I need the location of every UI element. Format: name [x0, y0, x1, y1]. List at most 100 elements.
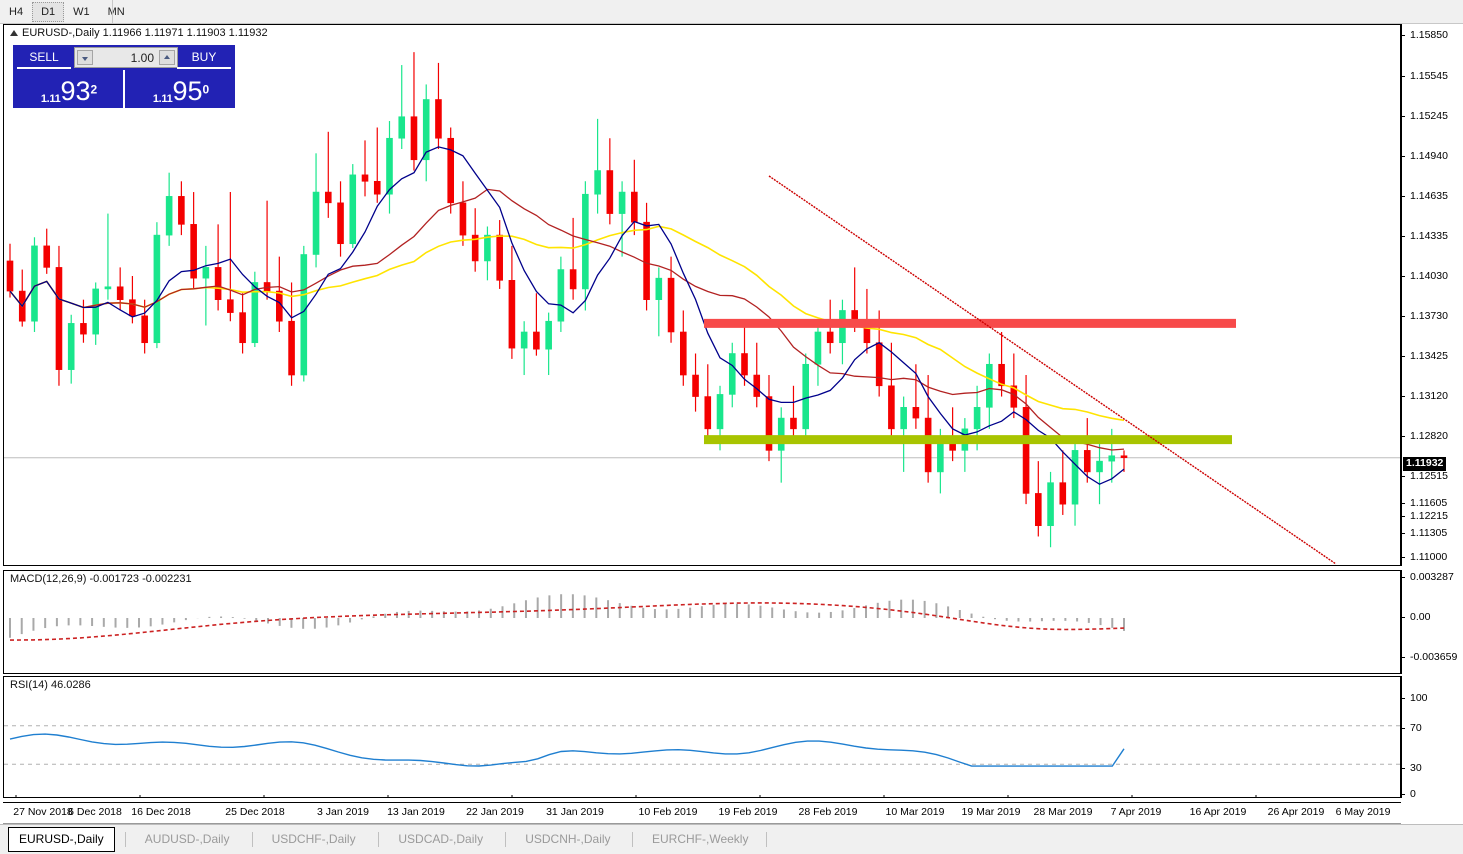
date-axis-label: 26 Apr 2019 — [1267, 806, 1325, 818]
price-scale-tick — [1401, 557, 1405, 558]
date-axis-label: 13 Jan 2019 — [387, 806, 445, 818]
chart-tab-eurchf[interactable]: EURCHF-,Weekly — [652, 832, 749, 846]
tab-separator — [766, 832, 768, 847]
symbol-period-label: EURUSD-,Daily 1.11966 1.11971 1.11903 1.… — [10, 27, 268, 40]
tab-separator — [632, 832, 633, 847]
macd-scale-label: -0.003659 — [1410, 651, 1458, 663]
price-scale-tick — [1401, 396, 1405, 397]
rsi-scale-tick — [1401, 698, 1405, 699]
timeframe-mn[interactable]: MN — [107, 5, 125, 18]
date-axis-label: 28 Feb 2019 — [798, 806, 858, 818]
sell-price-prefix: 1.11 — [40, 93, 61, 105]
price-scale-label: 1.12820 — [1410, 430, 1448, 442]
date-axis-label: 10 Mar 2019 — [885, 806, 945, 818]
price-scale-tick — [1401, 533, 1405, 534]
macd-plot — [9, 594, 1125, 641]
price-scale-tick — [1401, 516, 1405, 517]
date-axis[interactable]: 27 Nov 2018 6 Dec 2018 16 Dec 2018 25 Dec 2… — [3, 802, 1401, 826]
date-axis-label: 6 Dec 2018 — [68, 806, 122, 818]
buy-button[interactable]: BUY — [177, 48, 231, 69]
macd-scale-tick — [1401, 617, 1405, 618]
rsi-scale-label: 30 — [1410, 762, 1422, 774]
price-scale-label: 1.14940 — [1410, 150, 1448, 162]
macd-panel[interactable]: MACD(12,26,9) -0.001723 -0.002231 — [3, 570, 1401, 674]
price-scale-label: 1.15850 — [1410, 29, 1448, 41]
rsi-scale-label: 0 — [1410, 788, 1416, 800]
price-scale-label: 1.15245 — [1410, 110, 1448, 122]
macd-scale-tick — [1401, 577, 1405, 578]
price-scale-label: 1.14030 — [1410, 270, 1448, 282]
date-axis-label: 25 Dec 2018 — [225, 806, 285, 818]
price-scale[interactable]: 1.15850 1.15545 1.15245 1.14940 1.14635 1.143… — [1401, 24, 1463, 566]
chart-tab-eurusd[interactable]: EURUSD-,Daily — [8, 827, 115, 852]
tab-separator — [124, 832, 126, 847]
price-scale-label: 1.11305 — [1410, 527, 1448, 539]
date-axis-label: 3 Jan 2019 — [317, 806, 369, 818]
date-axis-rule — [3, 802, 1401, 803]
date-axis-label: 19 Feb 2019 — [718, 806, 778, 818]
price-scale-tick — [1401, 476, 1405, 477]
price-scale-label: 1.13120 — [1410, 390, 1448, 402]
price-scale-label: 1.11000 — [1410, 551, 1448, 563]
date-axis-label: 27 Nov 2018 — [13, 806, 73, 818]
rsi-scale-label: 70 — [1410, 722, 1422, 734]
price-scale-tick — [1401, 276, 1405, 277]
timeframe-button-group: H4 D1 W1 MN — [0, 0, 134, 23]
rsi-panel[interactable]: RSI(14) 46.0286 — [3, 676, 1401, 798]
rsi-scale-tick — [1401, 728, 1405, 729]
timeframe-h4[interactable]: H4 — [9, 5, 24, 18]
date-axis-label: 7 Apr 2019 — [1110, 806, 1162, 818]
chart-tab-usdcnh[interactable]: USDCNH-,Daily — [525, 832, 611, 846]
collapse-arrow-icon[interactable] — [10, 30, 18, 37]
price-panel[interactable]: EURUSD-,Daily 1.11966 1.11971 1.11903 1.… — [3, 24, 1401, 566]
rsi-scale-label: 100 — [1410, 692, 1428, 704]
macd-scale-label: 0.003287 — [1410, 571, 1454, 583]
price-scale-tick — [1401, 316, 1405, 317]
macd-title: MACD(12,26,9) -0.001723 -0.002231 — [10, 573, 192, 585]
sell-price-fraction: 2 — [90, 82, 98, 97]
chart-tab-bar[interactable]: EURUSD-,Daily AUDUSD-,Daily USDCHF-,Daily U… — [0, 824, 1463, 854]
date-axis-label: 22 Jan 2019 — [466, 806, 524, 818]
date-axis-label: 16 Dec 2018 — [131, 806, 191, 818]
price-scale-tick — [1401, 356, 1405, 357]
price-candlestick-plot — [4, 52, 1400, 565]
price-scale-tick — [1401, 196, 1405, 197]
one-click-trading-panel[interactable]: SELL 1.00 BUY 1.11932 1.11950 — [12, 44, 236, 109]
date-axis-label: 10 Feb 2019 — [638, 806, 698, 818]
volume-decrement-icon[interactable] — [77, 50, 93, 65]
price-scale-tick — [1401, 156, 1405, 157]
sell-price-quote[interactable]: 1.11932 — [15, 70, 125, 108]
tab-separator — [378, 832, 380, 847]
macd-scale[interactable]: 0.003287 0.00 -0.003659 — [1401, 570, 1463, 674]
rsi-title: RSI(14) 46.0286 — [10, 679, 91, 691]
volume-value: 1.00 — [130, 51, 154, 65]
rsi-plot — [4, 725, 1400, 797]
buy-price-quote[interactable]: 1.11950 — [127, 70, 235, 108]
timeframe-d1[interactable]: D1 — [32, 1, 65, 22]
chart-tab-usdchf[interactable]: USDCHF-,Daily — [271, 832, 356, 846]
current-price-tag: 1.11932 — [1403, 457, 1447, 471]
price-scale-label: 1.13730 — [1410, 310, 1448, 322]
buy-price-prefix: 1.11 — [152, 93, 173, 105]
rsi-scale-tick — [1401, 768, 1405, 769]
price-scale-tick — [1401, 76, 1405, 77]
volume-input[interactable]: 1.00 — [74, 47, 178, 68]
date-axis-label: 6 May 2019 — [1335, 806, 1391, 818]
rsi-scale[interactable]: 100 70 30 0 — [1401, 676, 1463, 800]
price-scale-label: 1.11605 — [1410, 497, 1448, 509]
sell-button[interactable]: SELL — [17, 48, 71, 69]
price-scale-tick — [1401, 436, 1405, 437]
chart-tab-usdcad[interactable]: USDCAD-,Daily — [398, 832, 484, 846]
volume-increment-icon[interactable] — [159, 50, 175, 65]
date-axis-label: 16 Apr 2019 — [1189, 806, 1247, 818]
timeframe-w1[interactable]: W1 — [73, 5, 90, 18]
date-axis-rule-bottom — [3, 823, 1401, 824]
sell-price-big: 93 — [60, 76, 91, 106]
trade-panel-controls: SELL 1.00 BUY — [13, 45, 235, 70]
date-axis-label: 19 Mar 2019 — [961, 806, 1021, 818]
chart-tab-audusd[interactable]: AUDUSD-,Daily — [144, 832, 230, 846]
macd-scale-label: 0.00 — [1410, 611, 1431, 623]
price-scale-tick — [1401, 236, 1405, 237]
tab-separator — [505, 832, 507, 847]
timeframe-toolbar: H4 D1 W1 MN — [0, 0, 1463, 24]
